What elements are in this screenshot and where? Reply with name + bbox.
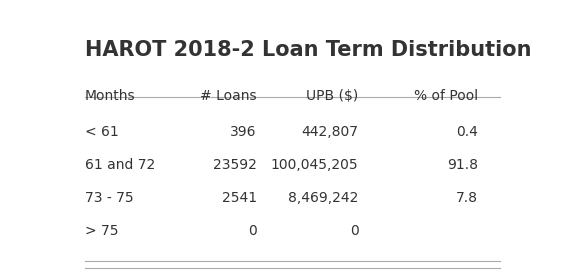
Text: 23592: 23592	[213, 158, 256, 172]
Text: < 61: < 61	[84, 125, 118, 139]
Text: 8,469,242: 8,469,242	[288, 191, 359, 205]
Text: > 75: > 75	[84, 224, 118, 238]
Text: 0.4: 0.4	[456, 125, 478, 139]
Text: 100,045,205: 100,045,205	[271, 158, 359, 172]
Text: 7.8: 7.8	[455, 191, 478, 205]
Text: Months: Months	[84, 89, 135, 103]
Text: 442,807: 442,807	[302, 125, 359, 139]
Text: HAROT 2018-2 Loan Term Distribution: HAROT 2018-2 Loan Term Distribution	[84, 40, 531, 60]
Text: 2541: 2541	[222, 191, 256, 205]
Text: UPB ($): UPB ($)	[306, 89, 359, 103]
Text: 61 and 72: 61 and 72	[84, 158, 154, 172]
Text: 91.8: 91.8	[447, 158, 478, 172]
Text: # Loans: # Loans	[200, 89, 256, 103]
Text: 0: 0	[248, 224, 256, 238]
Text: 396: 396	[230, 125, 256, 139]
Text: 0: 0	[349, 224, 359, 238]
Text: % of Pool: % of Pool	[414, 89, 478, 103]
Text: 73 - 75: 73 - 75	[84, 191, 133, 205]
